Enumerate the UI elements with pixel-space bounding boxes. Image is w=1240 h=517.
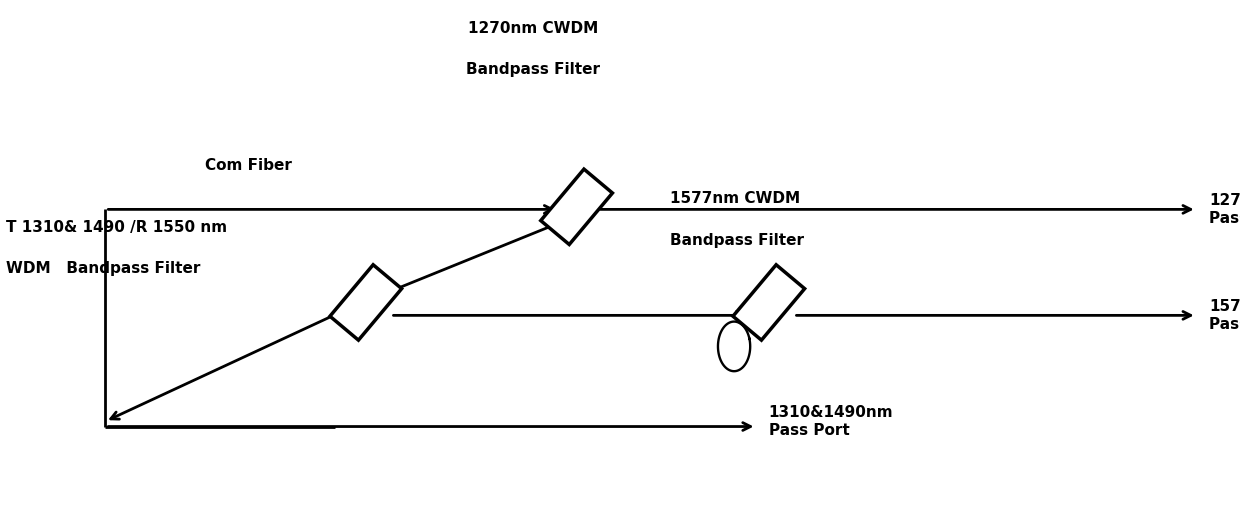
Text: T 1310& 1490 /R 1550 nm: T 1310& 1490 /R 1550 nm <box>6 220 227 235</box>
Polygon shape <box>541 169 613 245</box>
Text: 1270nm
Pass Port: 1270nm Pass Port <box>1209 193 1240 225</box>
Text: 1270nm CWDM: 1270nm CWDM <box>467 21 599 36</box>
Text: Bandpass Filter: Bandpass Filter <box>670 233 804 248</box>
Polygon shape <box>733 265 805 340</box>
Text: Com Fiber: Com Fiber <box>205 158 291 173</box>
Text: Bandpass Filter: Bandpass Filter <box>466 62 600 77</box>
Text: 1577nm
Pass Port: 1577nm Pass Port <box>1209 299 1240 331</box>
Text: WDM   Bandpass Filter: WDM Bandpass Filter <box>6 261 201 276</box>
Text: 1310&1490nm
Pass Port: 1310&1490nm Pass Port <box>769 405 894 437</box>
Text: 1577nm CWDM: 1577nm CWDM <box>670 191 800 206</box>
Polygon shape <box>330 265 402 340</box>
